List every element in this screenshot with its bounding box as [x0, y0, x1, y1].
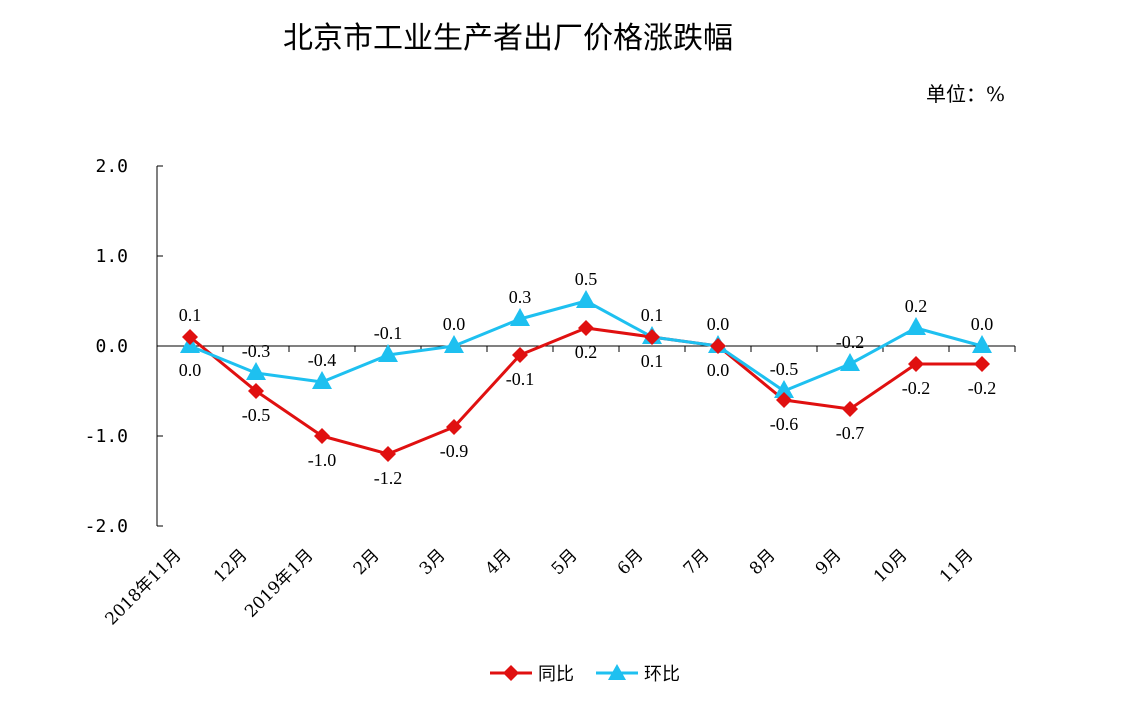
- data-label-mom: -0.3: [242, 341, 271, 361]
- chart-title: 北京市工业生产者出厂价格涨跌幅: [283, 21, 733, 56]
- mom-marker: [840, 353, 860, 371]
- y-tick-label: -1.0: [85, 426, 128, 447]
- mom-marker: [510, 308, 530, 326]
- yoy-marker: [248, 383, 264, 399]
- data-label-mom: 0.0: [707, 314, 730, 334]
- legend: 同比 环比: [490, 664, 680, 685]
- yoy-marker: [644, 329, 660, 345]
- data-label-yoy: 0.2: [575, 342, 598, 362]
- data-label-yoy: -0.2: [902, 378, 931, 398]
- data-label-yoy: -0.6: [770, 414, 799, 434]
- x-tick-label: 8月: [746, 545, 780, 579]
- x-tick-label: 2018年11月: [101, 545, 185, 629]
- x-tick-label: 2月: [350, 545, 384, 579]
- x-tick-label: 6月: [614, 545, 648, 579]
- data-label-yoy: -0.5: [242, 405, 271, 425]
- mom-marker: [312, 371, 332, 389]
- yoy-marker: [578, 320, 594, 336]
- data-label-yoy: 0.1: [179, 305, 202, 325]
- data-label-mom: -0.5: [770, 359, 799, 379]
- mom-marker: [246, 362, 266, 380]
- yoy-marker: [776, 392, 792, 408]
- yoy-marker: [446, 419, 462, 435]
- data-label-mom: 0.1: [641, 305, 664, 325]
- yoy-marker: [182, 329, 198, 345]
- yoy-marker: [512, 347, 528, 363]
- yoy-marker: [380, 446, 396, 462]
- data-label-mom: 0.0: [971, 314, 994, 334]
- y-tick-label: 0.0: [95, 336, 128, 357]
- yoy-marker: [974, 356, 990, 372]
- data-label-mom: 0.0: [443, 314, 466, 334]
- data-label-mom: 0.2: [905, 296, 928, 316]
- x-tick-label: 3月: [416, 545, 450, 579]
- data-label-yoy: -0.2: [968, 378, 997, 398]
- data-label-mom: 0.5: [575, 269, 598, 289]
- mom-marker: [906, 317, 926, 335]
- mom-marker: [378, 344, 398, 362]
- legend-label-yoy: 同比: [538, 664, 574, 685]
- data-label-yoy: -1.0: [308, 450, 337, 470]
- y-tick-label: -2.0: [85, 516, 128, 537]
- yoy-marker: [908, 356, 924, 372]
- x-tick-label: 10月: [870, 545, 911, 586]
- data-label-yoy: -1.2: [374, 468, 403, 488]
- y-tick-label: 1.0: [95, 246, 128, 267]
- mom-marker: [774, 380, 794, 398]
- x-tick-label: 11月: [936, 545, 977, 586]
- yoy-marker: [842, 401, 858, 417]
- data-label-yoy: -0.9: [440, 441, 469, 461]
- data-label-yoy: -0.7: [836, 423, 865, 443]
- data-label-mom: -0.1: [374, 323, 403, 343]
- x-tick-label: 2019年1月: [241, 545, 317, 621]
- data-label-yoy: -0.1: [506, 369, 535, 389]
- yoy-marker: [314, 428, 330, 444]
- legend-label-mom: 环比: [644, 664, 680, 685]
- x-tick-label: 12月: [210, 545, 251, 586]
- x-tick-label: 5月: [548, 545, 582, 579]
- data-label-mom: -0.2: [836, 332, 865, 352]
- legend-diamond-marker: [503, 665, 519, 681]
- data-label-mom: -0.4: [308, 350, 337, 370]
- data-label-mom: 0.3: [509, 287, 532, 307]
- data-label-mom: 0.0: [179, 360, 202, 380]
- mom-marker: [972, 335, 992, 353]
- x-tick-label: 9月: [812, 545, 846, 579]
- data-label-yoy: 0.1: [641, 351, 664, 371]
- x-tick-label: 4月: [482, 545, 516, 579]
- yoy-marker: [710, 338, 726, 354]
- mom-marker: [444, 335, 464, 353]
- legend-triangle-marker: [608, 664, 626, 680]
- y-tick-label: 2.0: [95, 156, 128, 177]
- mom-marker: [576, 290, 596, 308]
- x-tick-label: 7月: [680, 545, 714, 579]
- unit-label: 单位：%: [926, 82, 1005, 106]
- data-label-yoy: 0.0: [707, 360, 730, 380]
